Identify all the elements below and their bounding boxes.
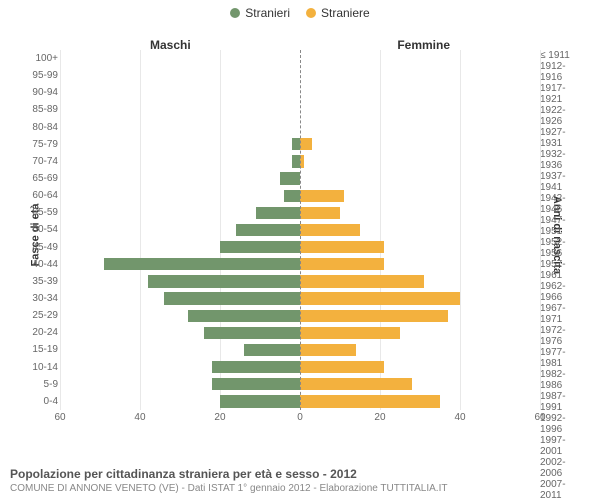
age-label: 40-44 bbox=[16, 259, 58, 270]
age-label: 55-59 bbox=[16, 207, 58, 218]
age-label: 0-4 bbox=[16, 396, 58, 407]
age-label: 65-69 bbox=[16, 173, 58, 184]
birth-label: 1912-1916 bbox=[540, 61, 586, 83]
bar-male bbox=[164, 292, 300, 304]
age-label: 25-29 bbox=[16, 310, 58, 321]
age-label: 100+ bbox=[16, 53, 58, 64]
swatch-male bbox=[230, 8, 240, 18]
legend-item-female: Straniere bbox=[306, 6, 370, 20]
footer: Popolazione per cittadinanza straniera p… bbox=[10, 467, 590, 494]
bar-male bbox=[244, 344, 300, 356]
age-label: 30-34 bbox=[16, 293, 58, 304]
bar-male bbox=[284, 190, 300, 202]
x-tick: 40 bbox=[134, 412, 145, 423]
bar-female bbox=[300, 241, 384, 253]
bar-female bbox=[300, 395, 440, 407]
legend-label-male: Stranieri bbox=[245, 6, 290, 20]
x-tick: 60 bbox=[54, 412, 65, 423]
birth-label: 1927-1931 bbox=[540, 127, 586, 149]
age-label: 10-14 bbox=[16, 362, 58, 373]
bar-male bbox=[292, 138, 300, 150]
age-label: 20-24 bbox=[16, 327, 58, 338]
legend: Stranieri Straniere bbox=[0, 0, 600, 20]
bar-female bbox=[300, 292, 460, 304]
birth-label: 1942-1946 bbox=[540, 193, 586, 215]
birth-label: 1957-1961 bbox=[540, 259, 586, 281]
bar-female bbox=[300, 361, 384, 373]
age-label: 80-84 bbox=[16, 122, 58, 133]
bar-female bbox=[300, 258, 384, 270]
x-tick: 20 bbox=[214, 412, 225, 423]
x-tick: 60 bbox=[534, 412, 545, 423]
bar-male bbox=[292, 155, 300, 167]
bar-male bbox=[212, 378, 300, 390]
birth-label: 1982-1986 bbox=[540, 369, 586, 391]
birth-label: 1922-1926 bbox=[540, 105, 586, 127]
birth-label: 1972-1976 bbox=[540, 325, 586, 347]
bar-female bbox=[300, 378, 412, 390]
bar-male bbox=[220, 241, 300, 253]
birth-label: 1987-1991 bbox=[540, 391, 586, 413]
age-label: 45-49 bbox=[16, 242, 58, 253]
bar-female bbox=[300, 224, 360, 236]
population-pyramid-chart: Maschi Femmine Fasce di età Anni di nasc… bbox=[0, 20, 600, 450]
birth-label: 1977-1981 bbox=[540, 347, 586, 369]
bar-male bbox=[148, 275, 300, 287]
plot-area bbox=[60, 50, 540, 410]
bar-male bbox=[280, 172, 300, 184]
bar-male bbox=[220, 395, 300, 407]
birth-label: 1947-1951 bbox=[540, 215, 586, 237]
birth-label: ≤ 1911 bbox=[540, 50, 586, 61]
swatch-female bbox=[306, 8, 316, 18]
birth-label: 1997-2001 bbox=[540, 435, 586, 457]
y-axis-age-labels: 100+ 95-99 90-94 85-89 80-84 75-79 70-74 65-69 6… bbox=[16, 50, 58, 410]
bar-female bbox=[300, 344, 356, 356]
bar-female bbox=[300, 275, 424, 287]
birth-label: 1952-1956 bbox=[540, 237, 586, 259]
birth-label: 1962-1966 bbox=[540, 281, 586, 303]
bar-male bbox=[204, 327, 300, 339]
gridline bbox=[540, 50, 541, 410]
birth-label: 1932-1936 bbox=[540, 149, 586, 171]
x-tick: 20 bbox=[374, 412, 385, 423]
age-label: 60-64 bbox=[16, 190, 58, 201]
bar-male bbox=[256, 207, 300, 219]
age-label: 50-54 bbox=[16, 224, 58, 235]
age-label: 15-19 bbox=[16, 344, 58, 355]
age-label: 70-74 bbox=[16, 156, 58, 167]
x-tick: 40 bbox=[454, 412, 465, 423]
bar-male bbox=[236, 224, 300, 236]
y-axis-birth-labels: ≤ 19111912-19161917-19211922-19261927-19… bbox=[540, 50, 586, 410]
chart-subtitle: COMUNE DI ANNONE VENETO (VE) - Dati ISTA… bbox=[10, 483, 590, 494]
bar-male bbox=[212, 361, 300, 373]
bar-male bbox=[104, 258, 300, 270]
birth-label: 1992-1996 bbox=[540, 413, 586, 435]
x-axis: 6040200204060 bbox=[60, 412, 540, 428]
age-label: 90-94 bbox=[16, 87, 58, 98]
bar-male bbox=[188, 310, 300, 322]
legend-item-male: Stranieri bbox=[230, 6, 290, 20]
age-label: 5-9 bbox=[16, 379, 58, 390]
birth-label: 1937-1941 bbox=[540, 171, 586, 193]
bar-female bbox=[300, 190, 344, 202]
chart-title: Popolazione per cittadinanza straniera p… bbox=[10, 467, 590, 481]
legend-label-female: Straniere bbox=[321, 6, 370, 20]
age-label: 85-89 bbox=[16, 104, 58, 115]
bar-female bbox=[300, 207, 340, 219]
center-axis bbox=[300, 50, 301, 410]
x-tick: 0 bbox=[297, 412, 303, 423]
bar-female bbox=[300, 138, 312, 150]
age-label: 75-79 bbox=[16, 139, 58, 150]
birth-label: 1917-1921 bbox=[540, 83, 586, 105]
birth-label: 1967-1971 bbox=[540, 303, 586, 325]
age-label: 95-99 bbox=[16, 70, 58, 81]
age-label: 35-39 bbox=[16, 276, 58, 287]
bar-female bbox=[300, 327, 400, 339]
bar-female bbox=[300, 310, 448, 322]
